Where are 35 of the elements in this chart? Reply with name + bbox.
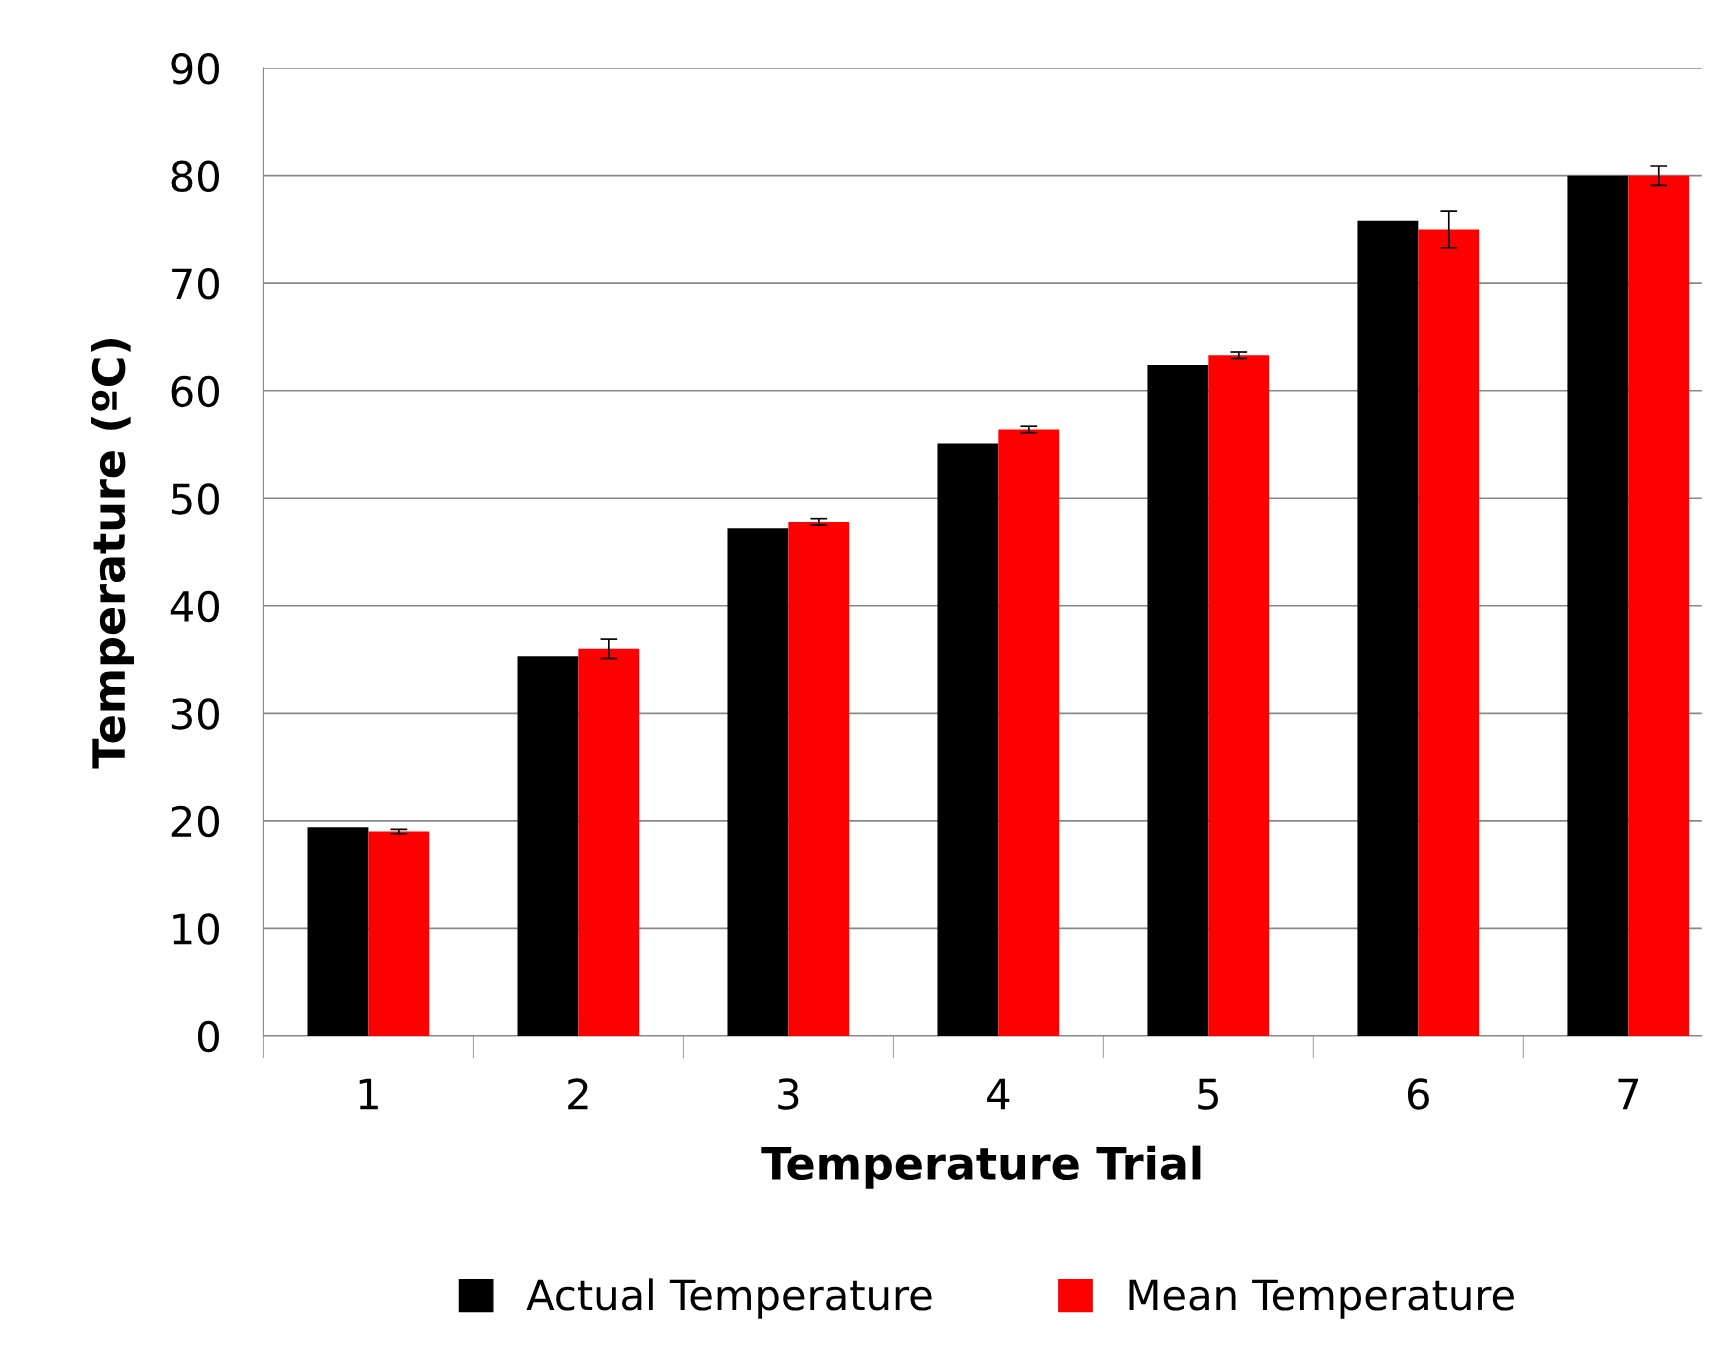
bar	[727, 528, 789, 1036]
y-tick-label: 20	[171, 805, 219, 838]
y-tick-label: 30	[171, 698, 219, 730]
y-tick-label: 70	[172, 268, 219, 300]
x-tick-label: 3	[778, 1078, 799, 1110]
bar	[517, 656, 579, 1036]
y-tick-label: 50	[171, 483, 219, 515]
bar	[998, 429, 1060, 1036]
bar	[1357, 220, 1419, 1036]
x-tick-label: 1	[359, 1078, 378, 1110]
y-axis-title: Temperature (ºC)	[91, 339, 135, 769]
y-tick-label: 80	[171, 160, 219, 193]
x-tick-label: 6	[1407, 1078, 1429, 1110]
bar	[1567, 175, 1629, 1036]
x-tick-label: 5	[1198, 1078, 1218, 1110]
y-tick-label: 0	[197, 1020, 219, 1053]
y-tick-label: 90	[171, 53, 219, 85]
y-tick-label: 40	[170, 590, 219, 623]
y-tick-label: 60	[171, 375, 219, 408]
x-axis-title: Temperature Trial	[761, 1145, 1201, 1189]
legend-label: Actual Temperature	[526, 1278, 932, 1319]
x-tick-label: 2	[568, 1078, 588, 1110]
bar	[1147, 364, 1209, 1036]
bar	[937, 443, 999, 1036]
bar	[1628, 175, 1690, 1036]
bar	[1208, 355, 1270, 1036]
bar	[368, 831, 430, 1036]
bar	[788, 521, 850, 1036]
legend-label: Mean Temperature	[1129, 1279, 1514, 1319]
y-tick-label: 10	[173, 913, 219, 945]
bar	[1418, 229, 1480, 1036]
x-tick-label: 7	[1618, 1078, 1639, 1110]
x-tick-label: 4	[987, 1078, 1010, 1110]
bar	[307, 827, 369, 1036]
bar	[578, 648, 640, 1036]
